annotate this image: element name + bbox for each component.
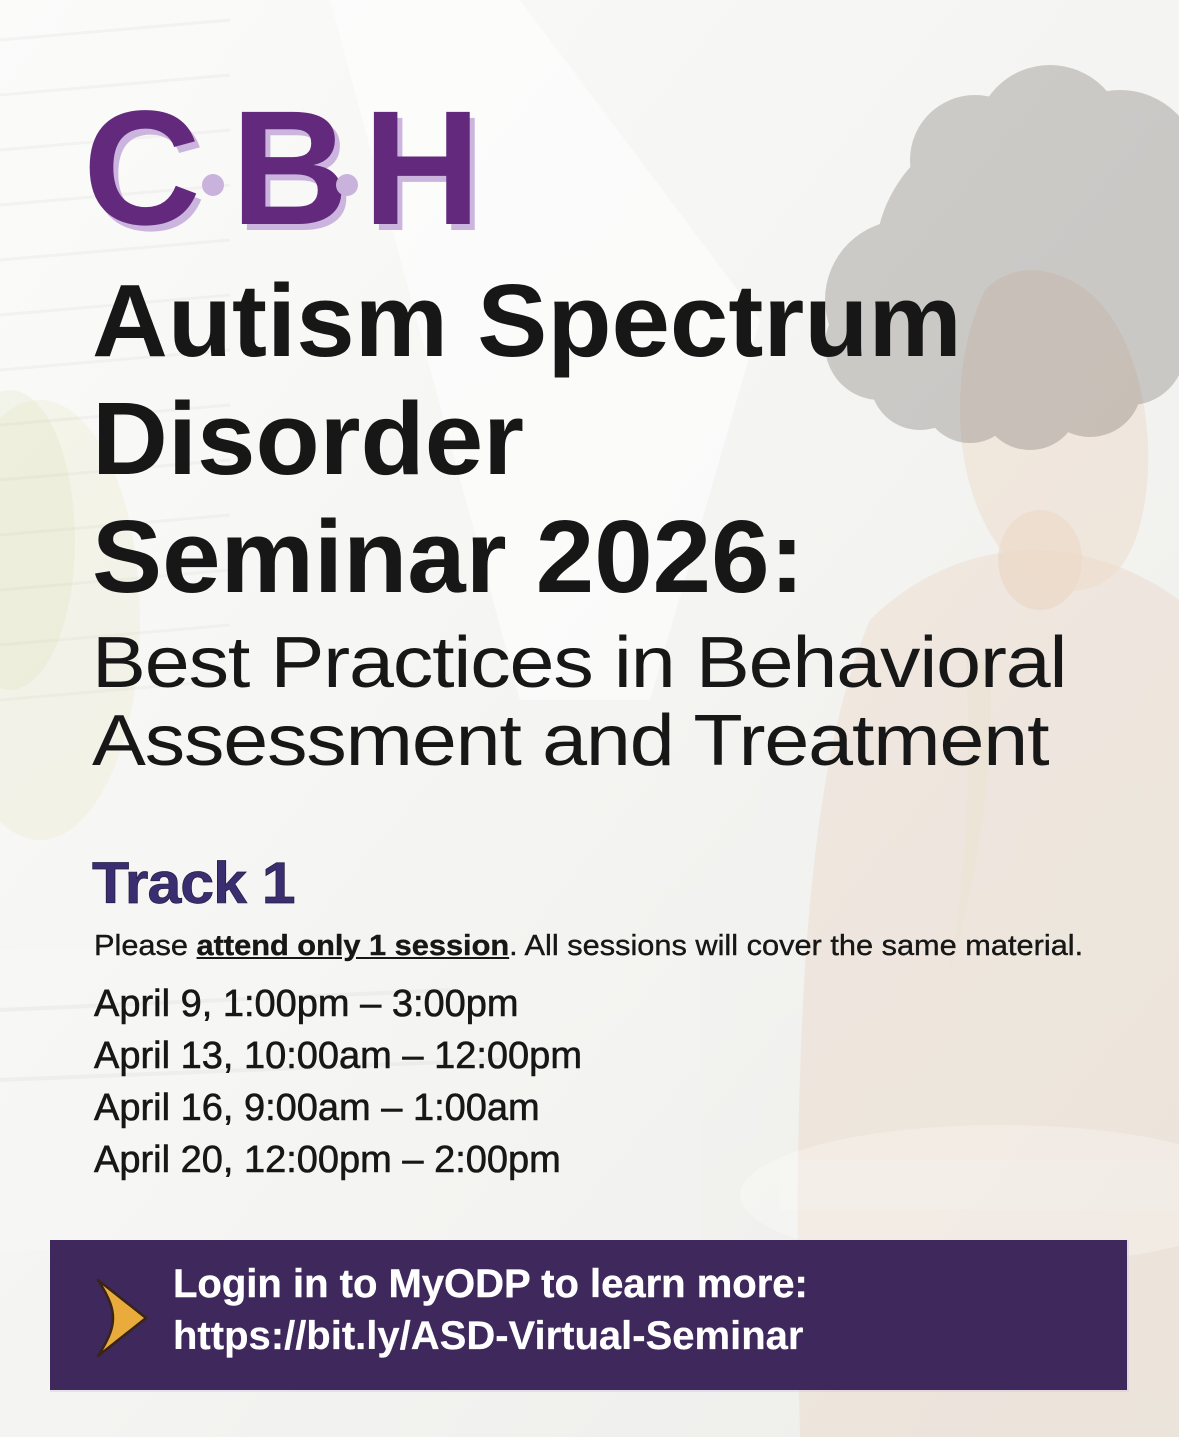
svg-text:B: B: [231, 76, 349, 259]
svg-text:C: C: [83, 76, 201, 259]
svg-text:H: H: [363, 76, 481, 259]
